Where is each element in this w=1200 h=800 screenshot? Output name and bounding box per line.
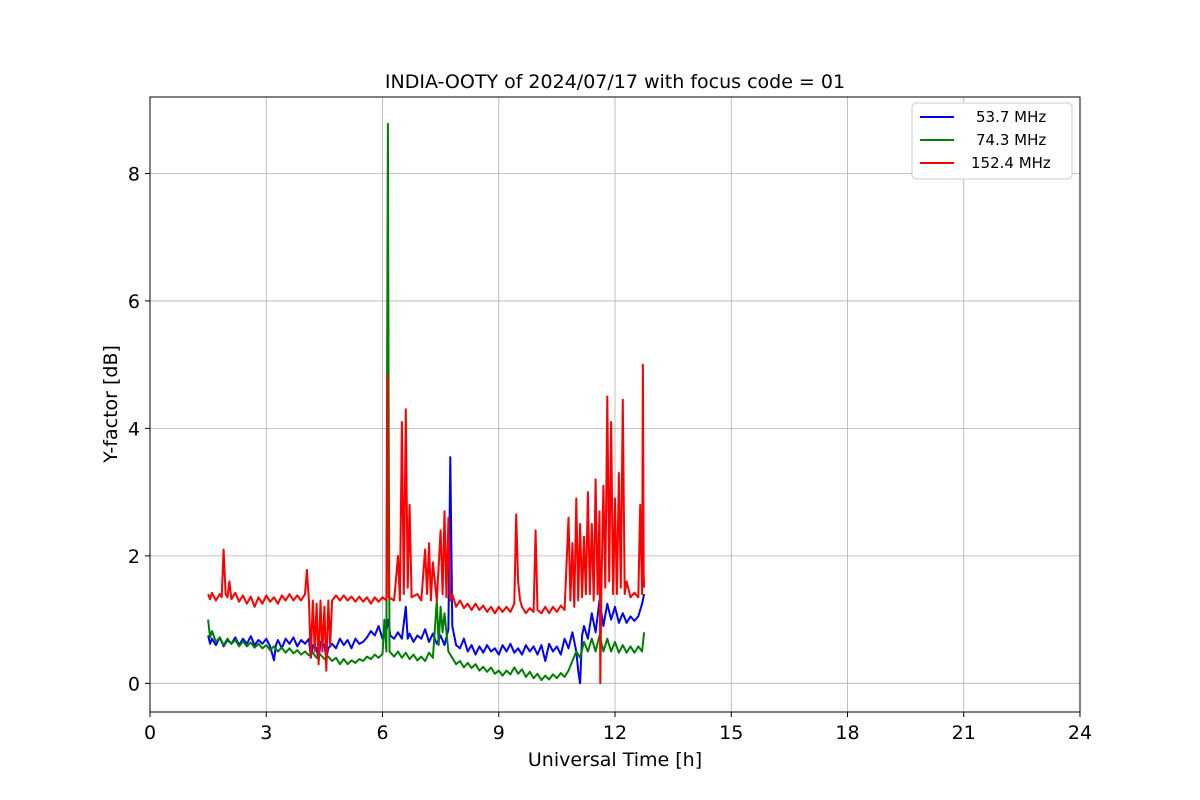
y-axis-label: Y-factor [dB] [100, 345, 122, 464]
x-tick-label: 18 [835, 722, 859, 744]
gridlines [149, 97, 1081, 712]
x-tick-label: 24 [1068, 722, 1092, 744]
series-152-4-mhz [207, 363, 646, 685]
legend-label-152-4: 152.4 MHz [971, 154, 1051, 172]
legend: 53.7 MHz 74.3 MHz 152.4 MHz [911, 102, 1073, 180]
legend-box [911, 102, 1073, 180]
series-53-7-mhz [207, 456, 646, 685]
y-tick-label: 4 [128, 418, 140, 440]
x-tick-label: 21 [952, 722, 976, 744]
y-tick-label: 0 [128, 673, 140, 695]
chart-title: INDIA-OOTY of 2024/07/17 with focus code… [385, 71, 845, 93]
x-tick-label: 6 [376, 722, 388, 744]
y-tick-label: 6 [128, 291, 140, 313]
x-tick-label: 12 [603, 722, 627, 744]
y-tick-label: 8 [128, 163, 140, 185]
x-axis-label: Universal Time [h] [528, 749, 702, 771]
legend-label-74-3: 74.3 MHz [976, 131, 1046, 149]
series-74-3-mhz [207, 122, 646, 682]
x-tick-label: 15 [719, 722, 743, 744]
x-tick-label: 0 [144, 722, 156, 744]
x-tick-label: 9 [493, 722, 505, 744]
series-layer [207, 122, 646, 685]
y-tick-label: 2 [128, 546, 140, 568]
legend-label-53-7: 53.7 MHz [976, 108, 1046, 126]
x-tick-label: 3 [260, 722, 272, 744]
